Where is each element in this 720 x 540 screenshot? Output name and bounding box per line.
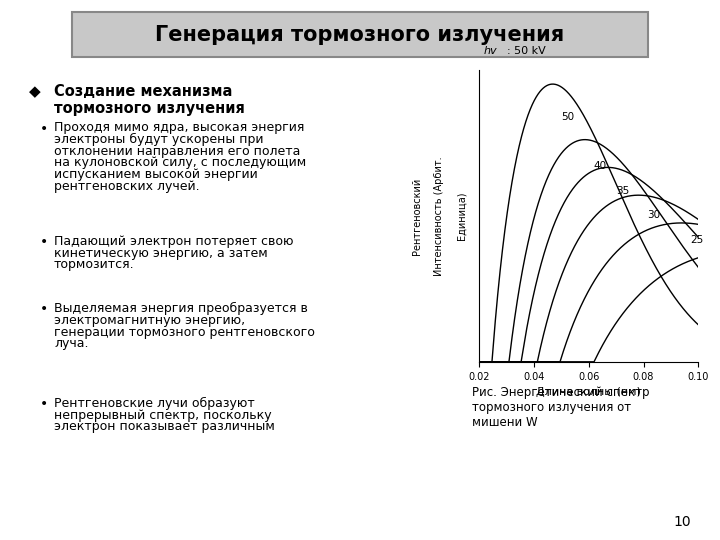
Text: : 50 kV: : 50 kV: [508, 45, 546, 56]
Text: на кулоновской силу, с последующим: на кулоновской силу, с последующим: [54, 157, 306, 170]
FancyBboxPatch shape: [72, 12, 648, 57]
Text: Интенсивность (Арбит.: Интенсивность (Арбит.: [434, 156, 444, 276]
Text: •: •: [40, 235, 48, 249]
Text: генерации тормозного рентгеновского: генерации тормозного рентгеновского: [54, 326, 315, 339]
Text: непрерывный спектр, поскольку: непрерывный спектр, поскольку: [54, 408, 271, 422]
Text: Падающий электрон потеряет свою: Падающий электрон потеряет свою: [54, 235, 294, 248]
Text: Генерация тормозного излучения: Генерация тормозного излучения: [156, 24, 564, 45]
Text: электроны будут ускорены при: электроны будут ускорены при: [54, 133, 264, 146]
Text: 30: 30: [647, 210, 660, 220]
Text: Проходя мимо ядра, высокая энергия: Проходя мимо ядра, высокая энергия: [54, 122, 305, 134]
Text: 50: 50: [561, 112, 574, 123]
Text: Единица): Единица): [456, 192, 467, 240]
Text: hv: hv: [483, 45, 497, 56]
Text: испусканием высокой энергии: испусканием высокой энергии: [54, 168, 258, 181]
Text: электрон показывает различным: электрон показывает различным: [54, 420, 275, 433]
Text: ◆: ◆: [29, 84, 40, 99]
Text: 10: 10: [674, 515, 691, 529]
Text: луча.: луча.: [54, 337, 89, 350]
Text: 25: 25: [690, 234, 703, 245]
Text: электромагнитную энергию,: электромагнитную энергию,: [54, 314, 245, 327]
Text: Выделяемая энергия преобразуется в: Выделяемая энергия преобразуется в: [54, 302, 308, 315]
Text: 40: 40: [593, 161, 606, 171]
Text: Рентгеновский: Рентгеновский: [413, 177, 423, 255]
Text: рентгеновских лучей.: рентгеновских лучей.: [54, 179, 199, 193]
Text: Рентгеновские лучи образуют: Рентгеновские лучи образуют: [54, 397, 255, 410]
Text: тормозится.: тормозится.: [54, 258, 135, 271]
Text: •: •: [40, 122, 48, 136]
X-axis label: Длина волны (нм): Длина волны (нм): [536, 387, 641, 397]
Text: 35: 35: [616, 186, 629, 195]
Text: отклонении направления его полета: отклонении направления его полета: [54, 145, 300, 158]
Text: кинетическую энергию, а затем: кинетическую энергию, а затем: [54, 246, 268, 260]
Text: Создание механизма
тормозного излучения: Создание механизма тормозного излучения: [54, 84, 245, 116]
Text: •: •: [40, 302, 48, 316]
Text: Рис. Энергетический спектр
тормозного излучения от
мишени W: Рис. Энергетический спектр тормозного из…: [472, 386, 649, 429]
Text: •: •: [40, 397, 48, 411]
